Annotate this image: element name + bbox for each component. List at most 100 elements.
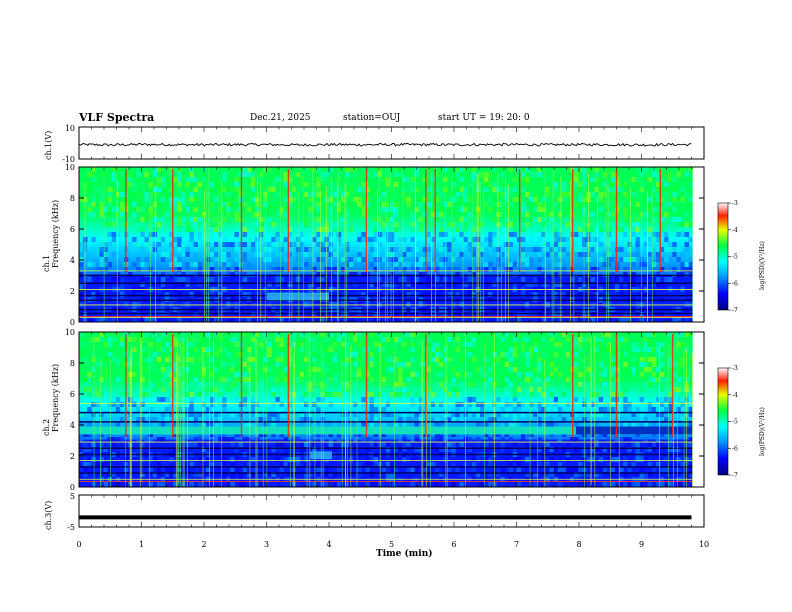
ch1-spectrogram-cell bbox=[553, 267, 559, 272]
ch1-spectrogram-cell bbox=[279, 207, 284, 212]
ch1-spectrogram-cell bbox=[373, 252, 378, 257]
ch2-spectrogram-cell bbox=[676, 407, 681, 412]
ch2-spectrogram-cell bbox=[320, 462, 325, 467]
ch2-spectrogram-cell bbox=[664, 387, 669, 392]
ch1-spectrogram-cell bbox=[578, 252, 583, 257]
ch1-spectrogram-cell bbox=[160, 217, 166, 222]
ch1-spectrogram-cell bbox=[631, 292, 636, 297]
ch2-spectrogram-cell bbox=[353, 442, 358, 447]
ch2-spectrogram-cell bbox=[95, 447, 100, 452]
ch2-spectrogram-cell bbox=[594, 347, 599, 352]
ch2-spectrogram-cell bbox=[418, 472, 423, 477]
ch2-spectrogram-cell bbox=[119, 377, 125, 382]
ch3-waveform-ytick-label-bottom: -5 bbox=[67, 523, 75, 532]
ch2-spectrogram-cell bbox=[549, 432, 554, 437]
ch1-spectrogram-cell bbox=[484, 262, 489, 267]
ch1-spectrogram-cell bbox=[688, 267, 694, 272]
ch1-spectrogram-cell bbox=[320, 242, 325, 247]
ch2-spectrogram-cell bbox=[676, 397, 681, 402]
ch2-spectrogram-cell bbox=[615, 442, 620, 447]
ch1-spectrogram-cell bbox=[279, 277, 284, 282]
ch1-spectrogram-cell bbox=[447, 267, 452, 272]
ch1-spectrogram-cell bbox=[275, 192, 280, 197]
ch2-spectrogram-cell bbox=[271, 402, 276, 407]
ch2-spectrogram-cell bbox=[115, 357, 121, 362]
ch2-spectrogram-cell bbox=[643, 347, 649, 352]
ch2-spectrogram-cell bbox=[430, 357, 436, 362]
ch1-spectrogram-cell bbox=[193, 262, 198, 267]
ch1-spectrogram-cell bbox=[316, 197, 321, 202]
ch2-spectrogram-row bbox=[79, 462, 693, 465]
ch2-spectrogram-cell bbox=[389, 357, 395, 362]
ch1-spectrogram-cell bbox=[197, 277, 203, 282]
ch1-spectrogram-cell bbox=[99, 317, 104, 322]
ch2-spectrogram-cell bbox=[373, 447, 378, 452]
ch1-spectrogram-cell bbox=[173, 177, 178, 182]
ch1-spectrogram-cell bbox=[344, 212, 350, 217]
ch2-spectrogram-cell bbox=[651, 442, 657, 447]
ch2-spectrogram-cell bbox=[590, 372, 595, 377]
ch1-spectrogram-row bbox=[79, 289, 693, 293]
ch1-spectrogram-cell bbox=[361, 232, 366, 237]
ch1-spectrogram-cell bbox=[279, 242, 284, 247]
ch1-spectrogram-cell bbox=[242, 202, 248, 207]
ch2-spectrogram-cell bbox=[160, 462, 166, 467]
ch2-spectrogram-cell bbox=[222, 402, 227, 407]
ch2-spectrogram-cell bbox=[320, 442, 325, 447]
ch1-spectrogram-cell bbox=[103, 317, 108, 322]
ch1-spectrogram-cell bbox=[520, 272, 526, 277]
ch2-spectrogram-cell bbox=[565, 367, 571, 372]
ch1-spectrogram-cell bbox=[623, 257, 628, 262]
ch1-spectrogram-cell bbox=[520, 202, 526, 207]
ch2-spectrogram-cell bbox=[95, 407, 100, 412]
ch2-spectrogram-cell bbox=[439, 372, 444, 377]
ch1-spectrogram-cell bbox=[214, 312, 219, 317]
ch2-spectrogram-cell bbox=[459, 467, 464, 472]
ch2-spectrogram-cell bbox=[246, 467, 252, 472]
ch1-spectrogram-cell bbox=[606, 182, 612, 187]
ch2-spectrogram-cell bbox=[177, 372, 182, 377]
ch2-spectrogram-cell bbox=[287, 367, 293, 372]
ch2-spectrogram-cell bbox=[209, 382, 215, 387]
ch2-spectrogram-cell bbox=[357, 342, 362, 347]
ch2-spectrogram-cell bbox=[271, 472, 276, 477]
ch2-spectrogram-cell bbox=[545, 422, 550, 427]
ch2-spectrogram-cell bbox=[602, 402, 608, 407]
ch1-spectrogram-cell bbox=[524, 262, 530, 267]
ch1-spectrogram-cell bbox=[385, 232, 391, 237]
ch1-spectrogram-cell bbox=[529, 312, 534, 317]
ch1-spectrogram-cell bbox=[189, 292, 194, 297]
ch1-spectrogram-colorbar-tick-label: -6 bbox=[732, 280, 738, 287]
ch1-spectrogram-cell bbox=[508, 277, 514, 282]
ch2-spectrogram-cell bbox=[578, 382, 583, 387]
ch2-spectrogram-cell bbox=[475, 472, 481, 477]
ch1-spectrogram-cell bbox=[471, 172, 477, 177]
ch1-spectrogram-cell bbox=[299, 217, 305, 222]
ch2-spectrogram-cell bbox=[537, 437, 542, 442]
ch1-spectrogram-cell bbox=[385, 237, 391, 242]
ch2-spectrogram-cell bbox=[267, 352, 272, 357]
ch2-spectrogram-cell bbox=[439, 382, 444, 387]
ch1-spectrogram-row bbox=[79, 244, 693, 248]
ch1-spectrogram-cell bbox=[99, 262, 104, 267]
ch1-spectrogram-cell bbox=[492, 167, 497, 172]
ch2-spectrogram-cell bbox=[615, 437, 620, 442]
ch1-spectrogram-cell bbox=[156, 292, 162, 297]
ch1-spectrogram-cell bbox=[299, 247, 305, 252]
ch1-spectrogram-cell bbox=[136, 172, 141, 177]
ch1-spectrogram-cell bbox=[512, 232, 518, 237]
ch1-spectrogram-cell bbox=[193, 187, 198, 192]
ch1-spectrogram-cell bbox=[177, 277, 182, 282]
ch2-spectrogram-cell bbox=[422, 407, 428, 412]
ch1-spectrogram-cell bbox=[512, 227, 518, 232]
ch2-spectrogram-cell bbox=[209, 422, 215, 427]
ch2-spectrogram-cell bbox=[586, 402, 591, 407]
ch1-spectrogram-cell bbox=[496, 167, 501, 172]
ch2-spectrogram-cell bbox=[103, 447, 108, 452]
ch2-spectrogram-cell bbox=[398, 362, 403, 367]
ch1-spectrogram-cell bbox=[623, 272, 628, 277]
ch1-spectrogram-cell bbox=[570, 277, 575, 282]
ch2-spectrogram-cell bbox=[218, 462, 223, 467]
ch2-spectrogram-cell bbox=[111, 442, 117, 447]
ch2-spectrogram-cell bbox=[655, 342, 661, 347]
